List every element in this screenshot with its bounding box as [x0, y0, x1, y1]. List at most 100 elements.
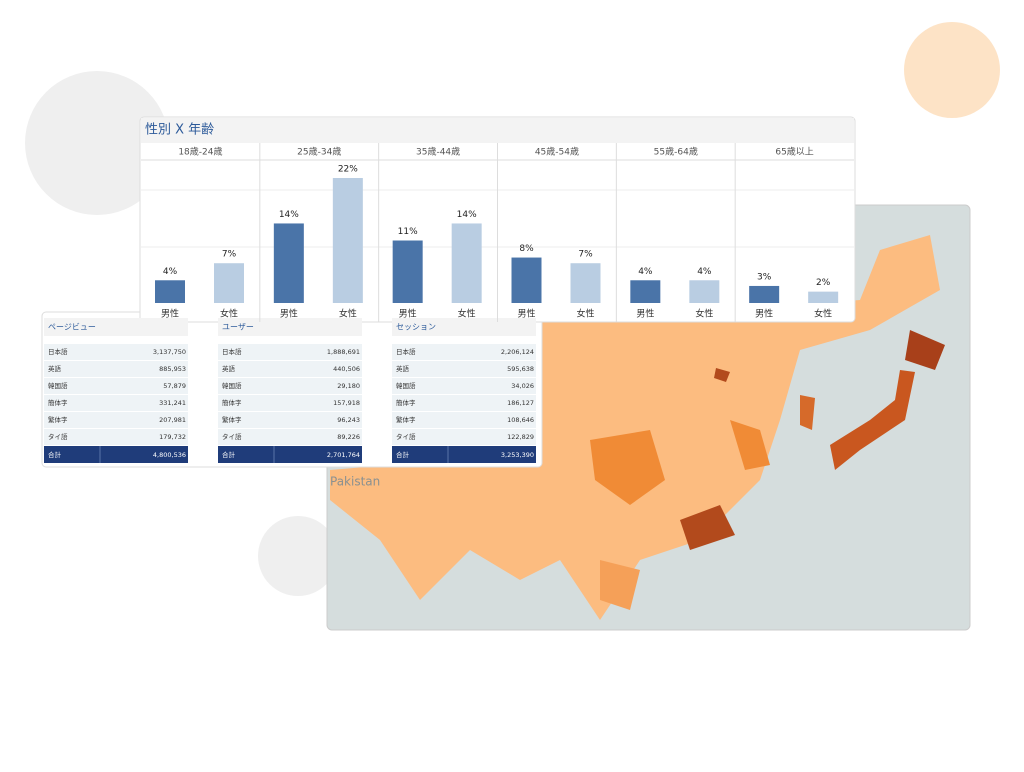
row-label: タイ語 [396, 432, 416, 441]
row-value: 207,981 [159, 416, 186, 424]
total-row [44, 446, 188, 463]
table-row [218, 344, 362, 360]
row-value: 2,206,124 [501, 348, 534, 356]
total-row [218, 446, 362, 463]
bar-label: 7% [222, 250, 237, 260]
group-label: 45歳-54歳 [535, 146, 579, 158]
row-label: 簡体字 [222, 398, 242, 407]
total-value: 3,253,390 [501, 451, 534, 459]
table-row [218, 361, 362, 377]
table-header-bg [392, 318, 536, 336]
group-label: 65歳以上 [775, 146, 813, 158]
table-row [44, 395, 188, 411]
total-label: 合計 [222, 450, 236, 459]
table-header-bg [218, 318, 362, 336]
row-label: 日本語 [222, 347, 242, 356]
row-value: 108,646 [507, 416, 534, 424]
row-value: 440,506 [333, 365, 360, 373]
bar [630, 280, 661, 303]
table-row [392, 395, 536, 411]
sex-label: 女性 [576, 308, 594, 320]
row-value: 29,180 [337, 382, 360, 390]
sex-label: 女性 [814, 308, 832, 320]
bar [570, 263, 601, 303]
table-row [44, 378, 188, 394]
row-value: 331,241 [159, 399, 186, 407]
row-label: 英語 [222, 364, 236, 373]
bar-panel-header [141, 118, 854, 143]
row-label: 日本語 [48, 347, 68, 356]
table-row [392, 361, 536, 377]
bar [273, 223, 304, 303]
bar-label: 8% [519, 244, 534, 254]
group-label: 18歳-24歳 [178, 146, 222, 158]
bar-label: 22% [338, 165, 358, 175]
sex-label: 女性 [339, 308, 357, 320]
row-value: 96,243 [337, 416, 360, 424]
table-row [44, 361, 188, 377]
row-label: 日本語 [396, 347, 416, 356]
bar [214, 263, 244, 303]
row-value: 1,888,691 [327, 348, 360, 356]
bar-label: 2% [816, 278, 831, 288]
table-row [44, 412, 188, 428]
row-label: 繁体字 [396, 415, 416, 424]
bar [511, 257, 542, 303]
deco-circle [25, 71, 169, 215]
bar-label: 14% [279, 210, 299, 220]
bar-label: 4% [638, 267, 653, 277]
total-value: 2,701,764 [327, 451, 360, 459]
row-label: 簡体字 [396, 398, 416, 407]
sex-label: 男性 [399, 308, 417, 320]
map-label: Pakistan [330, 475, 380, 489]
sex-label: 女性 [458, 308, 476, 320]
bar [451, 223, 482, 303]
table-header-bg [44, 318, 188, 336]
table-row [218, 395, 362, 411]
row-label: 簡体字 [48, 398, 68, 407]
total-label: 合計 [48, 450, 62, 459]
bar [155, 280, 185, 303]
total-row [392, 446, 536, 463]
bar-label: 3% [757, 272, 772, 282]
table-row [218, 412, 362, 428]
row-value: 157,918 [333, 399, 360, 407]
bar [749, 285, 780, 303]
row-label: タイ語 [48, 432, 68, 441]
table-row [392, 429, 536, 445]
sex-label: 男性 [280, 308, 298, 320]
table-header: セッション [396, 323, 436, 332]
row-value: 57,879 [163, 382, 186, 390]
bar-label: 4% [163, 267, 178, 277]
row-value: 122,829 [507, 433, 534, 441]
group-label: 25歳-34歳 [297, 146, 341, 158]
table-row [218, 429, 362, 445]
bar-label: 4% [697, 267, 712, 277]
row-value: 885,953 [159, 365, 186, 373]
table-row [392, 344, 536, 360]
bar [332, 178, 363, 303]
row-value: 34,026 [511, 382, 534, 390]
row-label: タイ語 [222, 432, 242, 441]
row-label: 韓国語 [48, 381, 68, 390]
row-value: 3,137,750 [153, 348, 186, 356]
table-row [392, 378, 536, 394]
deco-circle [904, 22, 1000, 118]
row-value: 595,638 [507, 365, 534, 373]
row-value: 186,127 [507, 399, 534, 407]
sex-label: 男性 [517, 308, 535, 320]
row-value: 89,226 [337, 433, 360, 441]
deco-circle [258, 516, 338, 596]
group-label: 55歳-64歳 [654, 146, 698, 158]
sex-label: 女性 [695, 308, 713, 320]
bar-label: 11% [398, 227, 418, 237]
table-header: ページビュー [48, 323, 96, 332]
row-label: 英語 [396, 364, 410, 373]
table-row [44, 344, 188, 360]
bar [689, 280, 720, 303]
sex-label: 男性 [636, 308, 654, 320]
sex-label: 男性 [161, 308, 179, 320]
row-label: 韓国語 [396, 381, 416, 390]
bar-label: 7% [578, 250, 593, 260]
